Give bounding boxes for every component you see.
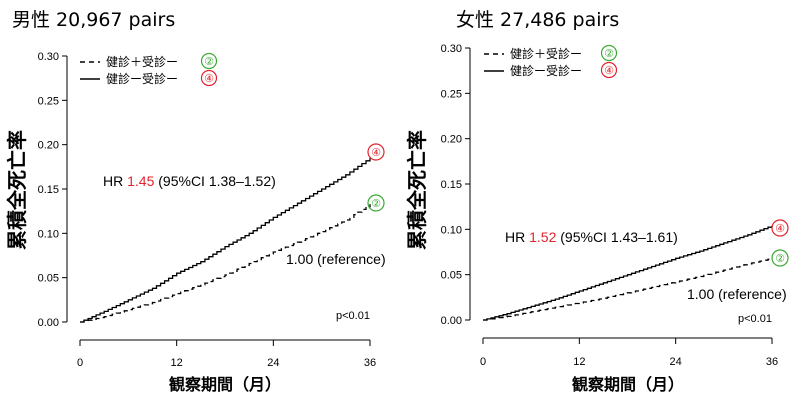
legend-marker-circle — [200, 69, 218, 87]
x-tick-label: 0 — [77, 357, 83, 369]
curve-marker-4: ④ — [775, 222, 785, 235]
hazard-ratio-text: HR 1.45 (95%CI 1.38–1.52) — [103, 173, 276, 189]
y-tick-label: 0.30 — [38, 51, 59, 63]
hr-value: 1.45 — [127, 173, 154, 189]
legend: 健診＋受診ー ② 健診ー受診ー ④ — [484, 44, 618, 79]
curve-dashed-series — [80, 204, 371, 323]
y-axis-label: 累積全死亡率 — [405, 130, 429, 250]
x-tick-label: 24 — [670, 356, 682, 368]
legend-label-solid: 健診ー受診ー — [106, 71, 178, 86]
legend-marker-circle — [600, 44, 618, 62]
x-tick-label: 12 — [171, 357, 183, 369]
panel-female: 女性 27,486 pairs 累積全死亡率 観察期間（月） 健診＋受診ー ② … — [405, 9, 789, 394]
x-tick-label: 24 — [267, 357, 279, 369]
y-tick-label: 0.05 — [38, 273, 59, 285]
y-tick-label: 0.05 — [441, 270, 462, 282]
curve-marker-4: ④ — [371, 146, 381, 159]
y-tick-label: 0.20 — [441, 134, 462, 146]
curve-marker-circle — [367, 143, 385, 161]
y-tick-label: 0.10 — [38, 228, 59, 240]
x-axis-label: 観察期間（月） — [169, 375, 281, 394]
hr-prefix: HR — [103, 173, 127, 189]
curve-solid-series — [80, 158, 371, 323]
y-tick-label: 0.20 — [38, 140, 59, 152]
y-tick-label: 0.00 — [441, 315, 462, 327]
x-axis: 0 12 24 36 — [480, 337, 778, 368]
y-tick-label: 0.00 — [38, 317, 59, 329]
legend-label-solid: 健診ー受診ー — [510, 63, 582, 78]
panel-title: 女性 27,486 pairs — [456, 9, 619, 31]
panel-title: 男性 20,967 pairs — [12, 9, 175, 31]
y-tick-label: 0.15 — [38, 184, 59, 196]
y-tick-label: 0.25 — [38, 95, 59, 107]
hazard-ratio-text: HR 1.52 (95%CI 1.43–1.61) — [505, 229, 678, 245]
y-tick-label: 0.15 — [441, 179, 462, 191]
curve-marker-circle — [367, 194, 385, 212]
hr-value: 1.52 — [529, 229, 556, 245]
y-axis: 0.00 0.05 0.10 0.15 0.20 0.25 0.30 — [441, 43, 471, 327]
p-value-text: p<0.01 — [336, 310, 370, 322]
curves — [80, 158, 371, 323]
curve-marker-2: ② — [775, 252, 785, 265]
legend-marker-circle — [600, 61, 618, 79]
y-tick-label: 0.10 — [441, 224, 462, 236]
legend-marker-4: ④ — [604, 64, 614, 77]
hr-prefix: HR — [505, 229, 529, 245]
x-tick-label: 36 — [766, 356, 778, 368]
curves — [483, 225, 773, 321]
curve-solid-series — [483, 225, 773, 321]
y-axis: 0.00 0.05 0.10 0.15 0.20 0.25 0.30 — [38, 51, 68, 329]
y-tick-label: 0.30 — [441, 43, 462, 55]
legend-marker-circle — [200, 52, 218, 70]
legend-marker-2: ② — [204, 55, 214, 68]
x-axis: 0 12 24 36 — [77, 339, 376, 369]
curve-marker-circle — [771, 219, 789, 237]
panel-male: 男性 20,967 pairs 累積全死亡率 観察期間（月） 健診＋受診ー ② … — [5, 9, 386, 394]
legend-marker-2: ② — [604, 47, 614, 60]
x-tick-label: 12 — [573, 356, 585, 368]
y-axis-label: 累積全死亡率 — [5, 130, 29, 250]
legend-marker-4: ④ — [204, 72, 214, 85]
reference-text: 1.00 (reference) — [286, 251, 386, 267]
hr-ci: (95%CI 1.38–1.52) — [154, 173, 275, 189]
hr-ci: (95%CI 1.43–1.61) — [556, 229, 677, 245]
curve-marker-circle — [771, 249, 789, 267]
reference-text: 1.00 (reference) — [687, 286, 787, 302]
x-tick-label: 36 — [364, 357, 376, 369]
x-tick-label: 0 — [480, 356, 486, 368]
legend-label-dashed: 健診＋受診ー — [106, 54, 178, 69]
y-tick-label: 0.25 — [441, 88, 462, 100]
curve-marker-2: ② — [371, 197, 381, 210]
legend-label-dashed: 健診＋受診ー — [510, 46, 582, 61]
curve-dashed-series — [483, 258, 773, 321]
x-axis-label: 観察期間（月） — [572, 375, 684, 394]
legend: 健診＋受診ー ② 健診ー受診ー ④ — [80, 52, 218, 87]
p-value-text: p<0.01 — [738, 313, 772, 325]
